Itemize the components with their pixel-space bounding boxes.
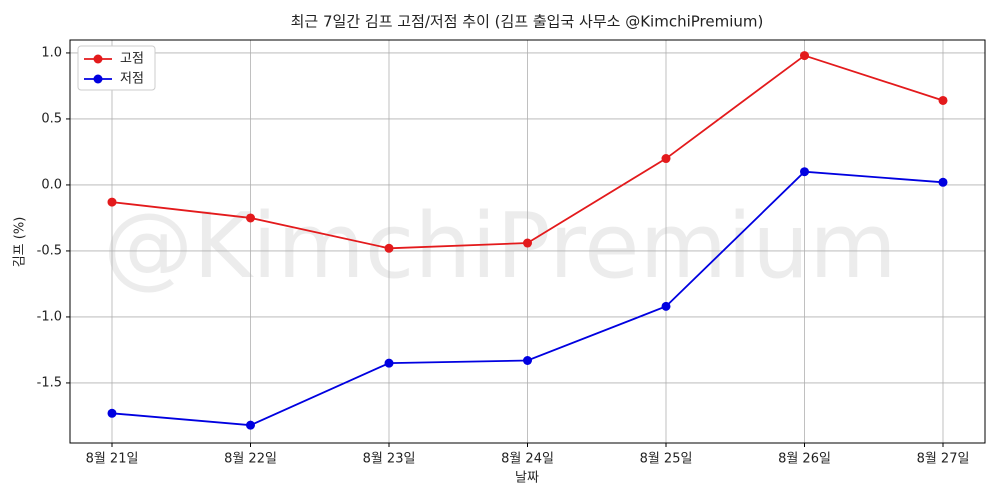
x-tick-label: 8월 22일 [224,452,277,467]
data-point [384,358,394,368]
x-tick-label: 8월 26일 [778,452,831,467]
x-tick-label: 8월 24일 [501,452,554,467]
y-tick-label: 0.5 [41,111,62,126]
legend-marker [93,74,103,84]
data-point [246,213,255,223]
legend-label: 고점 [120,52,144,67]
x-axis-label: 날짜 [515,471,539,486]
x-tick-label: 8월 21일 [86,452,139,467]
data-point [661,301,671,311]
data-point [107,408,117,418]
plot-frame [69,39,986,444]
data-point [800,167,809,177]
data-point [107,197,117,207]
data-point [523,355,532,365]
x-tick-label: 8월 27일 [917,452,970,467]
grid [70,40,985,443]
data-point [384,243,394,253]
watermark: @KimchiPremium [103,194,897,299]
y-tick-label: -1.5 [37,375,62,390]
data-point [523,238,532,248]
y-tick-label: 0.0 [41,177,62,192]
y-tick-label: -1.0 [37,309,62,324]
data-point [800,51,809,61]
chart-title: 최근 7일간 김프 고점/저점 추이 (김프 출입국 사무소 @KimchiPr… [291,13,764,31]
legend-label: 저점 [120,72,144,87]
y-tick-label: -0.5 [37,243,62,258]
legend-marker [93,54,103,64]
x-tick-label: 8월 25일 [640,452,693,467]
data-point [246,420,255,430]
y-tick-label: 1.0 [41,45,62,60]
data-point [938,177,948,187]
data-point [661,154,671,164]
data-point [938,95,948,105]
y-axis-label: 김프 (%) [13,217,28,268]
x-tick-label: 8월 23일 [363,452,416,467]
